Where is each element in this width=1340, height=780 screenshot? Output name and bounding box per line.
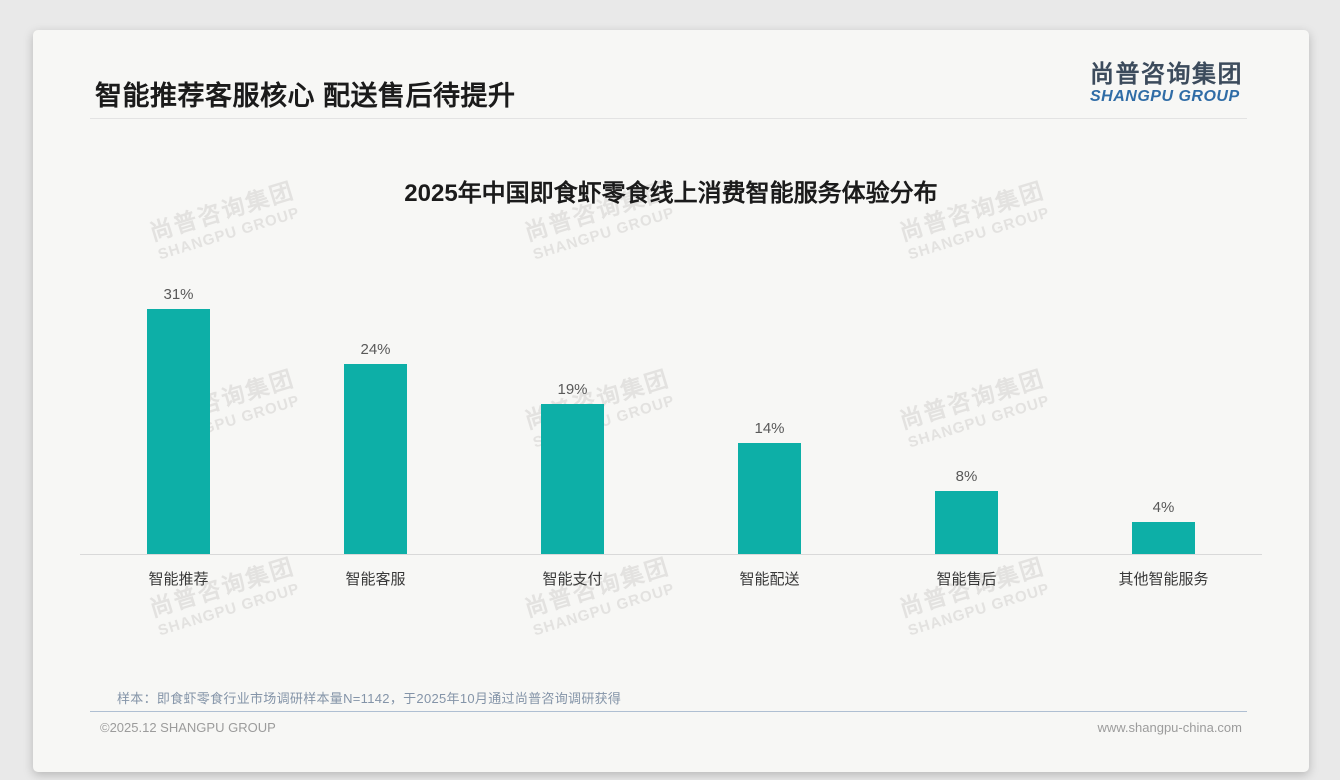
bar-slot: 4% (1065, 499, 1262, 554)
bar-category-label: 其他智能服务 (1118, 571, 1209, 588)
bar-value-label: 31% (163, 286, 194, 303)
company-logo-english: SHANGPU GROUP (1090, 88, 1240, 105)
bar-slot: 14% (671, 420, 868, 554)
sample-note: 样本：即食虾零食行业市场调研样本量N=1142，于2025年10月通过尚普咨询调… (117, 691, 622, 706)
bar (935, 491, 998, 554)
bar-category-label: 智能配送 (739, 571, 800, 588)
bar (147, 309, 210, 554)
footer-divider (90, 711, 1247, 712)
bar (738, 443, 801, 554)
website-text: www.shangpu-china.com (1097, 720, 1242, 735)
company-logo: 尚普咨询集团 SHANGPU GROUP (1090, 54, 1243, 106)
bar-value-label: 19% (557, 381, 588, 398)
company-logo-chinese: 尚普咨询集团 (1090, 61, 1243, 88)
bar-value-label: 14% (754, 420, 785, 437)
title-divider (90, 118, 1247, 119)
bar-slot: 19% (474, 381, 671, 554)
bar-category-label: 智能客服 (345, 571, 406, 588)
x-axis-line (80, 554, 1262, 555)
bar-slot: 8% (868, 468, 1065, 554)
category-axis-labels: 智能推荐 智能客服 智能支付 智能配送 智能售后 其他智能服务 (80, 568, 1262, 589)
bar-category-label: 智能推荐 (148, 571, 209, 588)
slide-card: 尚普咨询集团 SHANGPU GROUP 尚普咨询集团 SHANGPU GROUP 尚普… (33, 30, 1309, 772)
bar-slot: 24% (277, 341, 474, 554)
bar (344, 364, 407, 554)
bar-value-label: 8% (955, 468, 978, 485)
bar-value-label: 24% (360, 341, 391, 358)
bar-value-label: 4% (1152, 499, 1175, 516)
bar-category-label: 智能支付 (542, 571, 603, 588)
footer: ©2025.12 SHANGPU GROUP www.shangpu-china… (100, 720, 1242, 735)
bar-category-label: 智能售后 (936, 571, 997, 588)
bar (541, 404, 604, 554)
page-title: 智能推荐客服核心 配送售后待提升 (95, 81, 516, 111)
bar-slot: 31% (80, 286, 277, 554)
copyright-text: ©2025.12 SHANGPU GROUP (100, 720, 276, 735)
bar (1132, 522, 1195, 554)
bar-chart: 31% 24% 19% 14% 8% 4% (80, 190, 1262, 554)
chart-title: 2025年中国即食虾零食线上消费智能服务体验分布 (404, 180, 938, 207)
